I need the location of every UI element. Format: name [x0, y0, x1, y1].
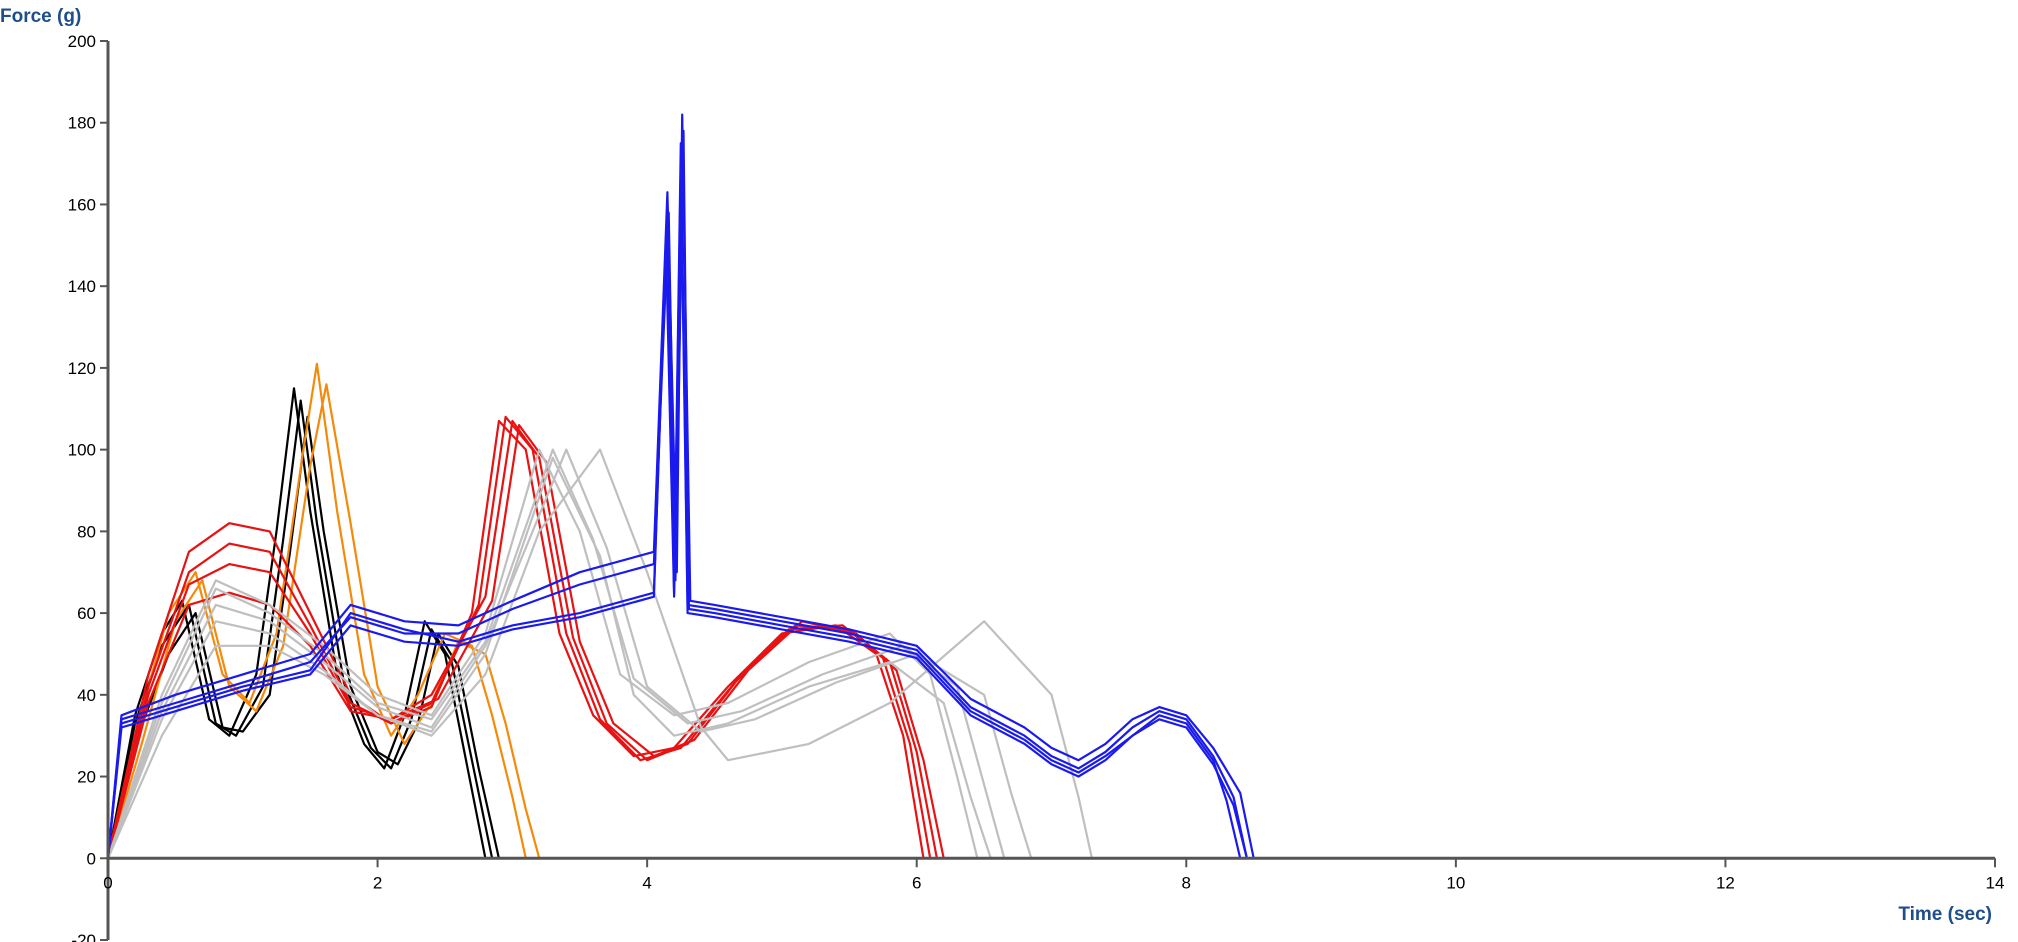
y-tick-label: 20: [77, 768, 96, 787]
series-line-4: [106, 362, 918, 860]
x-tick-label: 0: [103, 873, 112, 892]
y-tick-label: 180: [68, 114, 96, 133]
series-line-6: [106, 419, 1188, 860]
y-tick-label: 140: [68, 277, 96, 296]
series-line-8: [106, 419, 939, 860]
x-axis-title: Time (sec): [1898, 904, 1992, 925]
x-tick-label: 14: [1986, 873, 2005, 892]
series-layer: [106, 113, 1821, 860]
y-tick-label: 40: [77, 686, 96, 705]
series-line-9: [106, 424, 945, 860]
x-tick-label: 4: [642, 873, 651, 892]
series-line-16: [106, 113, 1255, 860]
y-tick-label: 0: [87, 849, 96, 868]
y-tick-label: 120: [68, 359, 96, 378]
y-tick-label: 80: [77, 522, 96, 541]
y-tick-label: 200: [68, 32, 96, 51]
series-line-14: [106, 448, 1094, 860]
series-line-13: [106, 456, 992, 860]
series-line-18: [106, 162, 1249, 860]
x-tick-label: 12: [1716, 873, 1735, 892]
y-tick-label: 100: [68, 441, 96, 460]
y-tick-label: -20: [71, 931, 96, 942]
x-tick-label: 2: [373, 873, 382, 892]
series-line-7: [106, 415, 932, 860]
series-line-10: [106, 448, 979, 860]
x-tick-label: 6: [912, 873, 921, 892]
y-axis-title: Force (g): [0, 6, 81, 27]
series-line-5: [106, 383, 541, 860]
y-tick-label: 160: [68, 195, 96, 214]
axes-layer: -20 0 20 40 60 80 100 120 140 160 180 200 0 2 4 6 8 10 12 1…: [68, 32, 2005, 942]
x-tick-label: 8: [1182, 873, 1191, 892]
y-tick-label: 60: [77, 604, 96, 623]
x-tick-label: 10: [1446, 873, 1465, 892]
series-line-15: [106, 142, 1821, 860]
series-line-2: [106, 399, 494, 860]
